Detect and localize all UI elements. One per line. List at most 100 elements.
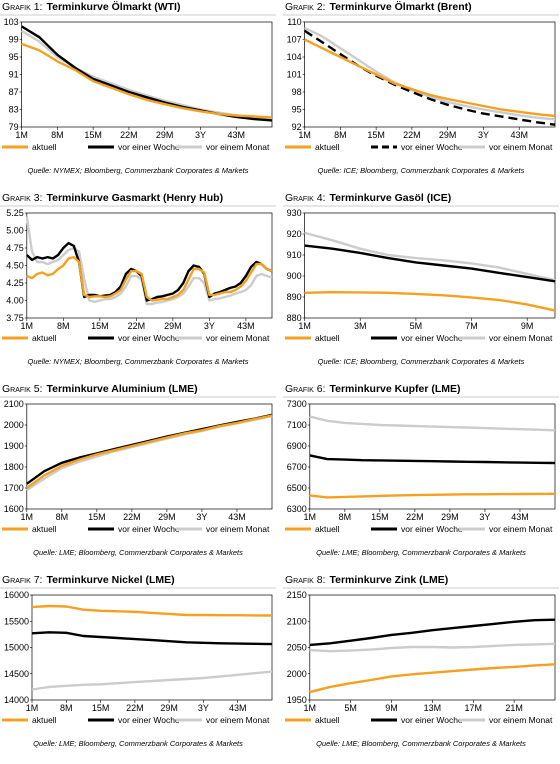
legend-label: vor einer Woche — [401, 715, 463, 725]
x-tick-label: 43M — [228, 512, 246, 522]
series-line — [304, 26, 556, 121]
chart-panel: Grafik 6: Terminkurve Kupfer (LME) 6300 650… — [283, 383, 559, 557]
x-tick-label: 5M — [410, 321, 423, 331]
series-line — [31, 604, 273, 617]
legend-label: vor einer Woche — [118, 524, 180, 534]
chart-label: Grafik 4: — [285, 192, 325, 204]
series-line — [26, 414, 273, 489]
x-tick-label: 29M — [439, 130, 457, 140]
chart-label: Grafik 1: — [2, 1, 42, 13]
legend-label: vor einem Monat — [206, 333, 270, 343]
x-tick-label: 3M — [354, 321, 367, 331]
x-tick-label: 43M — [511, 512, 529, 522]
legend-label: aktuell — [315, 524, 340, 534]
y-tick-label: 87 — [9, 87, 19, 97]
chart-panel: Grafik 3: Terminkurve Gasmarkt (Henry Hub… — [0, 192, 276, 366]
legend-label: aktuell — [32, 715, 57, 725]
legend-label: aktuell — [32, 524, 57, 534]
y-tick-label: 91 — [9, 70, 19, 80]
x-tick-label: 29M — [156, 130, 174, 140]
chart-title: Terminkurve Gasmarkt (Henry Hub) — [46, 192, 223, 204]
series-line — [309, 492, 556, 499]
y-tick-label: 6300 — [287, 504, 307, 514]
x-tick-label: 15M — [367, 130, 385, 140]
series-line — [20, 25, 273, 122]
x-tick-label: 13M — [424, 703, 442, 713]
y-tick-label: 92 — [292, 122, 302, 132]
x-tick-label: 7M — [465, 321, 478, 331]
x-tick-label: 43M — [510, 130, 528, 140]
y-tick-label: 4.00 — [6, 296, 24, 306]
x-tick-label: 22M — [123, 512, 141, 522]
chart-panel: Grafik 4: Terminkurve Gasöl (ICE) 880 890 90… — [283, 192, 559, 366]
chart-title: Terminkurve Gasöl (ICE) — [329, 192, 451, 204]
legend-label: vor einer Woche — [401, 524, 463, 534]
x-tick-label: 9M — [385, 703, 398, 713]
x-tick-label: 29M — [160, 703, 178, 713]
y-tick-label: 95 — [292, 105, 302, 115]
legend-label: vor einem Monat — [206, 715, 270, 725]
y-tick-label: 15500 — [4, 616, 29, 626]
y-tick-label: 2150 — [287, 590, 307, 600]
chart-label: Grafik 6: — [285, 383, 325, 395]
y-tick-label: 5.25 — [6, 208, 24, 218]
source-note: Quelle: LME; Bloomberg, Commerzbank Corp… — [33, 548, 243, 557]
legend-label: vor einer Woche — [118, 142, 180, 152]
source-note: Quelle: LME; Bloomberg, Commerzbank Corp… — [316, 739, 526, 748]
y-tick-label: 83 — [9, 105, 19, 115]
series-line — [304, 244, 556, 283]
y-tick-label: 1950 — [287, 695, 307, 705]
x-tick-label: 29M — [158, 512, 176, 522]
y-tick-label: 1900 — [4, 441, 24, 451]
x-tick-label: 21M — [505, 703, 523, 713]
x-tick-label: 22M — [126, 703, 144, 713]
x-tick-label: 22M — [128, 321, 146, 331]
y-tick-label: 103 — [4, 17, 19, 27]
source-note: Quelle: LME; Bloomberg, Commerzbank Corp… — [316, 548, 526, 557]
series-line — [309, 642, 556, 653]
legend-label: vor einem Monat — [206, 524, 270, 534]
source-note: Quelle: NYMEX; Bloomberg, Commerzbank Co… — [28, 166, 249, 175]
legend-label: vor einer Woche — [118, 333, 180, 343]
y-tick-label: 1800 — [4, 462, 24, 472]
x-tick-label: 1M — [304, 703, 317, 713]
chart-title: Terminkurve Ölmarkt (WTI) — [46, 0, 180, 13]
x-tick-label: 8M — [339, 512, 352, 522]
x-tick-label: 17M — [465, 703, 483, 713]
y-tick-label: 110 — [287, 17, 301, 27]
series-line — [309, 415, 556, 432]
legend-label: vor einem Monat — [489, 142, 553, 152]
legend-label: vor einem Monat — [489, 715, 553, 725]
y-tick-label: 98 — [292, 87, 302, 97]
series-line — [26, 255, 273, 302]
series-line — [25, 216, 273, 306]
series-line — [303, 29, 556, 126]
x-tick-label: 1M — [26, 703, 39, 713]
y-tick-label: 15000 — [4, 643, 29, 653]
x-tick-label: 15M — [84, 130, 102, 140]
y-tick-label: 5.00 — [6, 226, 24, 236]
series-line — [31, 631, 273, 646]
chart-title: Terminkurve Nickel (LME) — [46, 574, 174, 586]
chart-title: Terminkurve Kupfer (LME) — [329, 383, 460, 395]
y-tick-label: 2000 — [287, 669, 307, 679]
legend-label: vor einem Monat — [206, 142, 270, 152]
x-tick-label: 8M — [57, 321, 70, 331]
y-tick-label: 107 — [287, 35, 302, 45]
legend-label: vor einer Woche — [118, 715, 180, 725]
y-tick-label: 7300 — [287, 399, 307, 409]
x-tick-label: 8M — [334, 130, 347, 140]
x-tick-label: 15M — [371, 512, 389, 522]
x-tick-label: 1M — [298, 321, 311, 331]
x-tick-label: 15M — [88, 512, 106, 522]
y-tick-label: 14000 — [4, 695, 29, 705]
x-tick-label: 8M — [56, 512, 69, 522]
x-tick-label: 9M — [521, 321, 534, 331]
x-tick-label: 1M — [304, 512, 317, 522]
series-line — [304, 291, 556, 312]
x-tick-label: 15M — [92, 703, 110, 713]
legend-label: vor einem Monat — [489, 524, 553, 534]
x-tick-label: 43M — [229, 703, 247, 713]
chart-title: Terminkurve Aluminium (LME) — [46, 383, 197, 395]
